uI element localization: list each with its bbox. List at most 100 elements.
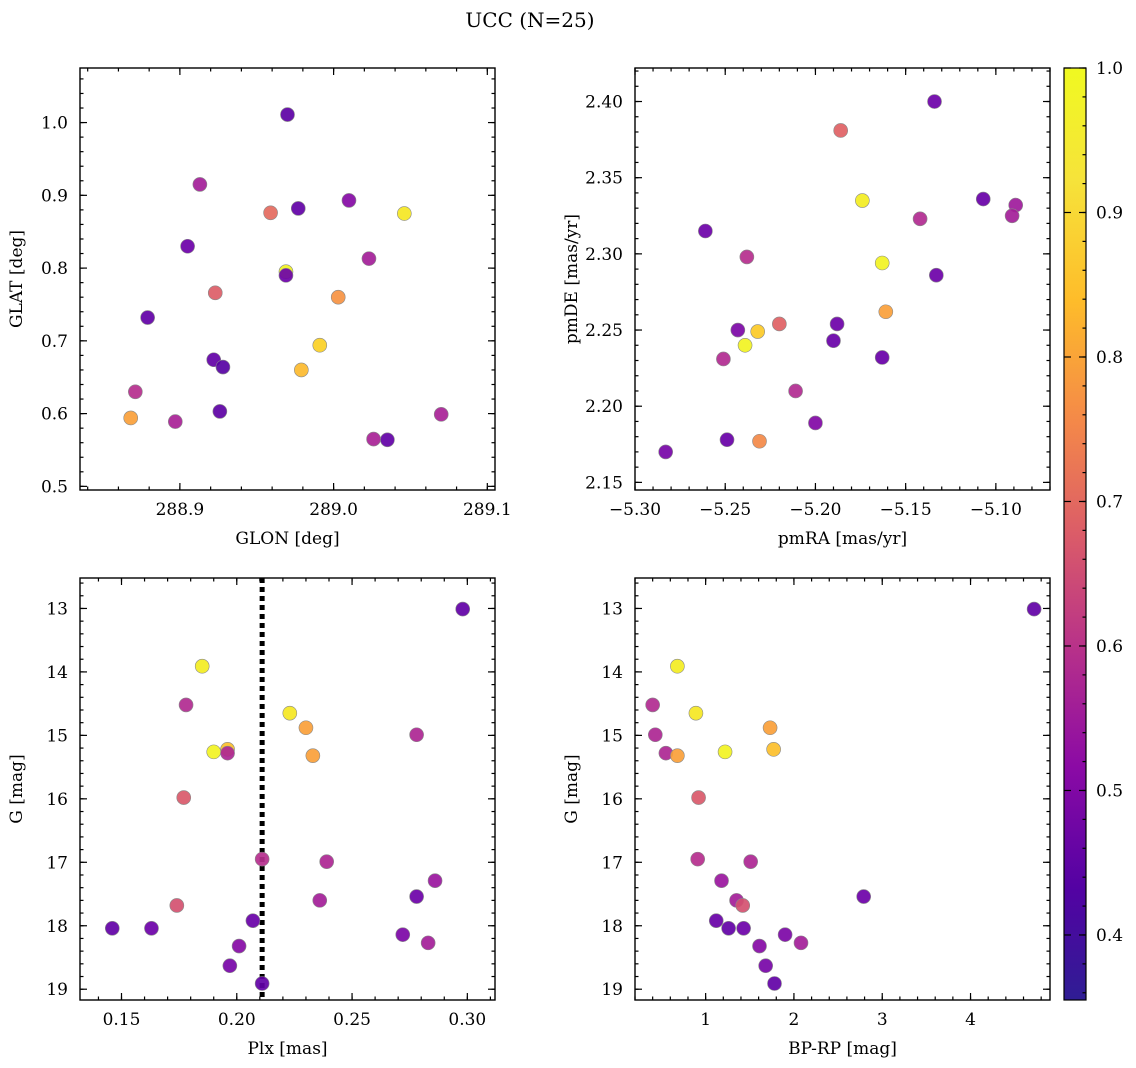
data-point: [829, 316, 845, 332]
data-point: [176, 790, 192, 805]
colorbar-tick-label: 0.8: [1096, 348, 1123, 368]
data-point: [319, 854, 334, 869]
data-point: [312, 893, 328, 908]
data-point: [312, 337, 328, 353]
data-point: [698, 223, 713, 239]
data-point: [772, 316, 787, 332]
x-tick-label: 289.0: [309, 500, 358, 520]
data-point: [670, 748, 685, 763]
data-point: [409, 889, 424, 904]
data-point: [833, 123, 848, 138]
data-point: [420, 935, 436, 951]
data-point: [104, 920, 120, 936]
data-point: [688, 705, 704, 721]
y-tick-label: 15: [46, 726, 68, 746]
data-point: [716, 351, 731, 367]
data-point: [767, 976, 782, 991]
y-tick-label: 0.8: [41, 259, 68, 279]
data-point: [714, 873, 729, 888]
data-point: [975, 191, 991, 207]
y-tick-label: 0.6: [41, 405, 68, 425]
data-point: [912, 211, 928, 227]
data-point: [739, 249, 755, 265]
data-point: [690, 851, 705, 867]
colorbar-tick-label: 0.7: [1096, 492, 1123, 512]
data-point: [691, 790, 706, 805]
data-point: [180, 238, 195, 254]
data-point: [855, 193, 870, 208]
data-point: [395, 927, 411, 942]
x-tick-label: 288.9: [156, 500, 205, 520]
data-point: [658, 444, 673, 460]
x-tick-label: 289.1: [463, 500, 512, 520]
y-tick-label: 17: [601, 853, 623, 873]
data-point: [140, 310, 155, 325]
y-tick-label: 16: [601, 790, 623, 810]
x-axis-label: GLON [deg]: [235, 529, 339, 549]
y-tick-label: 2.20: [585, 397, 623, 417]
data-point: [207, 285, 223, 301]
x-axis-label: pmRA [mas/yr]: [778, 529, 907, 549]
data-point: [752, 433, 767, 449]
data-point: [330, 289, 346, 305]
y-tick-label: 0.5: [41, 477, 68, 497]
x-tick-label: 1: [700, 1010, 711, 1030]
data-point: [294, 362, 309, 378]
data-point: [282, 705, 298, 721]
data-point: [278, 268, 294, 283]
data-point: [222, 958, 238, 974]
data-point: [878, 304, 894, 320]
panel-pmra-pmde: −5.30 −5.25 −5.20 −5.15 −5.10 2.15 2.20 2.25 2.3…: [562, 67, 1051, 549]
y-tick-label: 1.0: [41, 114, 68, 134]
data-point: [730, 322, 746, 338]
data-point: [750, 324, 765, 339]
x-tick-label: −5.30: [609, 500, 661, 520]
y-tick-label: 19: [601, 980, 623, 1000]
data-point: [455, 601, 471, 617]
data-point: [397, 206, 412, 221]
colorbar: 0.4 0.5 0.6 0.7 0.8 0.9 1.0: [1063, 59, 1123, 1001]
panel-plx-g: 0.15 0.20 0.25 0.30 13 14 15 16 17 18 19 Plx [mas] G…: [7, 577, 496, 1059]
data-point: [777, 927, 793, 942]
data-point: [123, 410, 139, 426]
data-point: [212, 404, 228, 419]
y-axis-label: GLAT [deg]: [7, 230, 27, 328]
data-point: [298, 720, 314, 736]
y-tick-label: 2.15: [585, 473, 623, 493]
data-point: [169, 898, 185, 913]
data-point: [144, 920, 159, 936]
data-point: [215, 359, 231, 375]
x-tick-label: 0.20: [218, 1010, 256, 1030]
data-point: [721, 920, 736, 936]
data-point: [645, 697, 660, 713]
data-point: [427, 873, 443, 888]
data-point: [361, 251, 377, 266]
data-point: [128, 384, 143, 400]
x-tick-label: 3: [877, 1010, 888, 1030]
data-point: [290, 201, 306, 216]
data-point: [719, 432, 735, 448]
data-point: [178, 697, 194, 713]
data-point: [708, 913, 724, 928]
colorbar-gradient: [1063, 67, 1087, 1001]
y-tick-label: 13: [601, 599, 623, 619]
figure-title: UCC (N=25): [465, 8, 594, 32]
y-tick-label: 2.40: [585, 93, 623, 113]
data-point: [245, 913, 261, 928]
data-point: [717, 744, 733, 760]
panel-bprp-g: 1 2 3 4 13 14 15 16 17 18 19 BP-RP [mag] G [mag]: [562, 577, 1051, 1059]
x-tick-label: 2: [789, 1010, 800, 1030]
data-point: [433, 407, 449, 422]
y-tick-label: 0.9: [41, 186, 68, 206]
data-point: [743, 854, 758, 869]
x-tick-label: 0.30: [448, 1010, 486, 1030]
data-point: [648, 727, 663, 743]
y-axis-label: G [mag]: [7, 754, 27, 823]
data-point: [1004, 208, 1020, 224]
data-point: [736, 920, 751, 936]
x-tick-label: −5.15: [880, 500, 932, 520]
colorbar-tick-label: 0.9: [1096, 203, 1123, 223]
data-point: [220, 745, 235, 761]
data-point: [192, 177, 208, 192]
